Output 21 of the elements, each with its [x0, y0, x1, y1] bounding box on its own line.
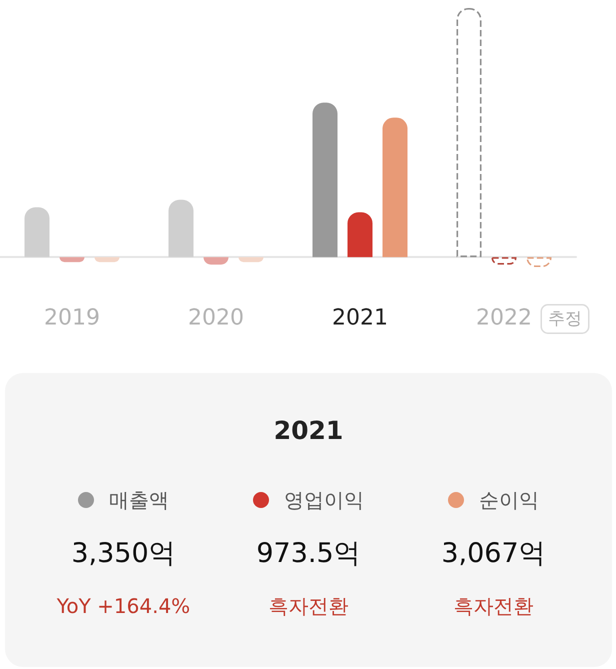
text: 흑자전환 — [454, 592, 534, 620]
text: 973.5억 — [256, 538, 361, 569]
bar — [348, 212, 372, 258]
text: 3,067억 — [441, 538, 546, 569]
text: YoY +164.4% — [56, 594, 190, 618]
x-tick-label: 2020 — [188, 306, 244, 330]
category-label: 순이익 — [479, 486, 539, 514]
category-label: 영업이익 — [284, 486, 364, 514]
x-tick-label: 2021 — [332, 306, 388, 330]
bar — [24, 207, 50, 258]
x-tick-label: 2022 — [476, 306, 532, 330]
bar — [168, 200, 194, 258]
text: 흑자전환 — [268, 592, 348, 620]
x-tick-label: 2019 — [44, 306, 100, 330]
text: 3,350억 — [71, 538, 176, 569]
bar — [382, 118, 408, 258]
bar — [456, 8, 482, 258]
category-label: 매출액 — [109, 486, 169, 514]
text: 추정 — [548, 309, 582, 329]
bar — [312, 102, 338, 258]
text: 2021 — [274, 416, 344, 445]
